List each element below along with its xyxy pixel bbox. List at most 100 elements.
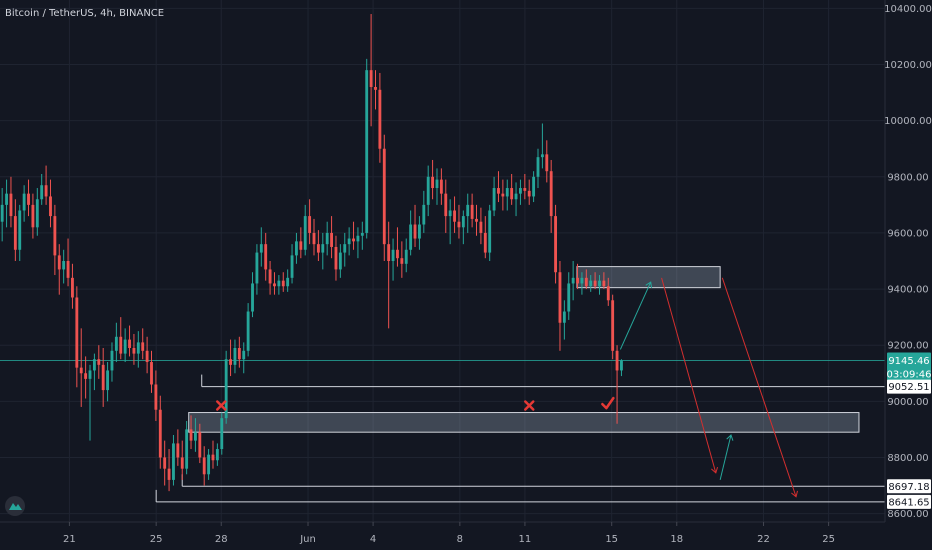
time-tick-label: 25	[150, 534, 163, 545]
candle-body	[163, 457, 167, 469]
candle-body	[444, 193, 448, 217]
candle-body	[360, 232, 364, 236]
price-tick-label: 8600.00	[887, 509, 928, 520]
price-tick-label: 10400.00	[884, 4, 932, 15]
time-axis-labels: 21 25 28 Jun 4 8 11 15 18 22 25	[63, 522, 835, 545]
candle-body	[9, 193, 13, 217]
candle-body	[356, 235, 360, 242]
candle-body	[189, 429, 193, 441]
candle-body	[549, 171, 553, 217]
level-price-label: 8697.18	[888, 482, 929, 493]
tradingview-logo-icon[interactable]	[5, 496, 25, 516]
candle-body	[49, 196, 52, 217]
candle-body	[532, 176, 536, 197]
candle-body	[35, 199, 39, 228]
candle-body	[391, 249, 395, 261]
candle-body	[382, 148, 386, 245]
arrow-head	[726, 434, 734, 441]
candle-body	[461, 216, 465, 228]
price-axis-labels: 10400.00 10200.00 10000.00 9800.00 9600.00 94…	[884, 4, 932, 520]
candle-body	[251, 283, 254, 312]
candle-body	[488, 210, 492, 253]
time-tick-label: 22	[757, 534, 770, 545]
candle-body	[145, 350, 149, 363]
candle-body	[13, 216, 17, 250]
candle-body	[558, 272, 562, 323]
projection-arrow-up	[719, 434, 734, 481]
time-tick-label: 28	[215, 534, 228, 545]
candle-body	[338, 252, 342, 270]
candle-body	[119, 336, 123, 354]
candle-body	[75, 297, 79, 368]
candle-body	[233, 348, 237, 365]
candle-body	[527, 190, 531, 197]
price-axis-panel[interactable]	[885, 0, 932, 522]
candle-body	[229, 359, 232, 365]
candle-body	[378, 89, 382, 149]
price-tick-label: 9600.00	[887, 228, 928, 239]
candle-body	[387, 244, 391, 261]
candle-body	[237, 348, 241, 360]
candle-body	[435, 179, 439, 189]
arrow-shaft	[721, 277, 797, 497]
candle-body	[62, 261, 66, 270]
arrow-head	[791, 490, 798, 498]
candle-body	[167, 468, 171, 480]
candle-body	[576, 277, 579, 284]
candle-body	[492, 188, 496, 211]
candle-body	[308, 216, 312, 233]
candle-body	[400, 258, 404, 264]
candle-body	[207, 454, 211, 475]
candle-body	[475, 218, 478, 222]
candle-body	[88, 370, 92, 379]
candle-body	[255, 252, 259, 284]
candle-body	[141, 342, 145, 351]
candle-body	[536, 157, 540, 177]
candle-body	[31, 204, 35, 228]
candle-body	[554, 216, 557, 273]
x-mark-stroke	[216, 400, 227, 411]
candle-body	[242, 350, 246, 360]
candle-body	[369, 70, 373, 87]
projection-arrow-down	[661, 277, 719, 474]
candle-body	[66, 261, 70, 278]
candle-body	[101, 364, 105, 391]
candle-body	[519, 188, 522, 194]
candle-body	[567, 283, 571, 312]
candle-body	[413, 224, 417, 239]
price-tick-label: 9000.00	[887, 397, 928, 408]
candle-body	[18, 210, 22, 250]
candle-body	[466, 204, 470, 217]
candle-body	[312, 232, 316, 245]
candle-body	[374, 87, 377, 90]
candle-body	[5, 193, 8, 205]
x-mark-stroke	[524, 400, 535, 411]
candle-body	[211, 454, 215, 461]
candle-body	[128, 339, 131, 348]
candle-body	[426, 176, 430, 205]
price-tick-label: 8800.00	[887, 453, 928, 464]
arrow-shaft	[619, 281, 652, 350]
x-mark-icon	[524, 400, 535, 411]
candle-body	[44, 185, 48, 197]
projection-arrow-down	[721, 277, 798, 498]
candle-body	[27, 193, 30, 205]
candle-body	[0, 204, 4, 222]
candle-body	[580, 277, 584, 284]
candle-body	[97, 359, 101, 365]
arrow-shaft	[719, 434, 732, 481]
candle-body	[321, 244, 325, 253]
candle-body	[259, 244, 263, 253]
candle-body	[453, 210, 456, 222]
candle-body	[53, 216, 57, 256]
candle-body	[448, 210, 452, 217]
candle-body	[352, 238, 355, 242]
level-price-tag	[887, 379, 931, 394]
candle-body	[615, 350, 619, 371]
price-tick-label: 9800.00	[887, 172, 928, 183]
grid-lines	[0, 0, 885, 522]
time-axis-panel[interactable]	[0, 522, 885, 550]
candle-body	[602, 280, 606, 287]
projection-arrow-up	[619, 281, 653, 350]
